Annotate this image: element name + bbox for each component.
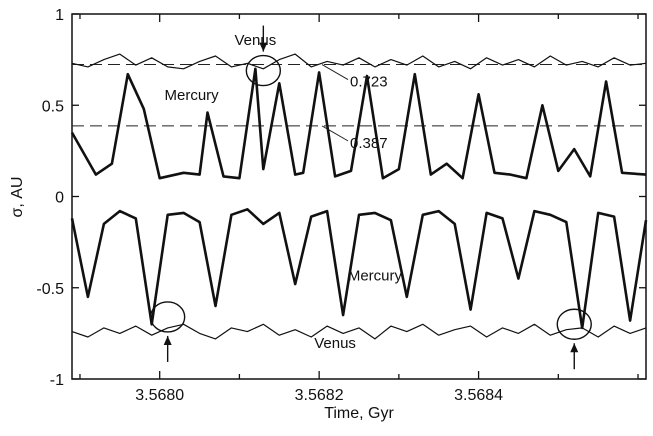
- y-tick-label-1: 0.5: [42, 98, 64, 115]
- circled-points: [149, 25, 592, 370]
- y-tick-label-0: 1: [55, 7, 64, 24]
- series-line-2-mercury: [70, 208, 648, 330]
- annotation-mercury-1: Mercury: [164, 87, 219, 104]
- x-tick-label-0: 3.5680: [135, 387, 184, 404]
- y-axis-label: σ, AU: [9, 177, 26, 218]
- y-tick-label-4: -1: [50, 372, 64, 389]
- series-line-0-venus: [71, 53, 647, 70]
- x-tick-label-2: 3.5684: [454, 387, 503, 404]
- highlight-circle-0: [245, 54, 282, 87]
- plot-frame: [71, 13, 647, 380]
- y-tick-label-2: 0: [55, 190, 64, 207]
- reference-leader-0: [321, 64, 349, 80]
- x-tick-label-1: 3.5682: [295, 387, 344, 404]
- annotation-venus-0: Venus: [235, 32, 277, 49]
- series-line-1-mercury: [70, 67, 647, 180]
- annotation-venus-3: Venus: [314, 335, 356, 352]
- highlight-arrowhead-1: [163, 335, 172, 345]
- annotations: Venus Mercury Mercury Venus: [164, 32, 402, 352]
- reference-leader-1: [321, 125, 349, 142]
- annotation-mercury-2: Mercury: [348, 267, 403, 284]
- axis-ticks: 1 0.5 0 -0.5 -1 3.5680 3.5682 3.5684: [36, 7, 646, 404]
- highlight-circle-2: [556, 308, 592, 340]
- highlight-circle-1: [149, 301, 186, 333]
- series-line-3-venus: [71, 323, 647, 340]
- highlight-arrowhead-2: [570, 343, 579, 353]
- y-tick-label-3: -0.5: [36, 281, 64, 298]
- x-axis-label: Time, Gyr: [324, 405, 394, 422]
- series-layer: [70, 53, 648, 340]
- highlight-arrowhead-0: [259, 42, 268, 52]
